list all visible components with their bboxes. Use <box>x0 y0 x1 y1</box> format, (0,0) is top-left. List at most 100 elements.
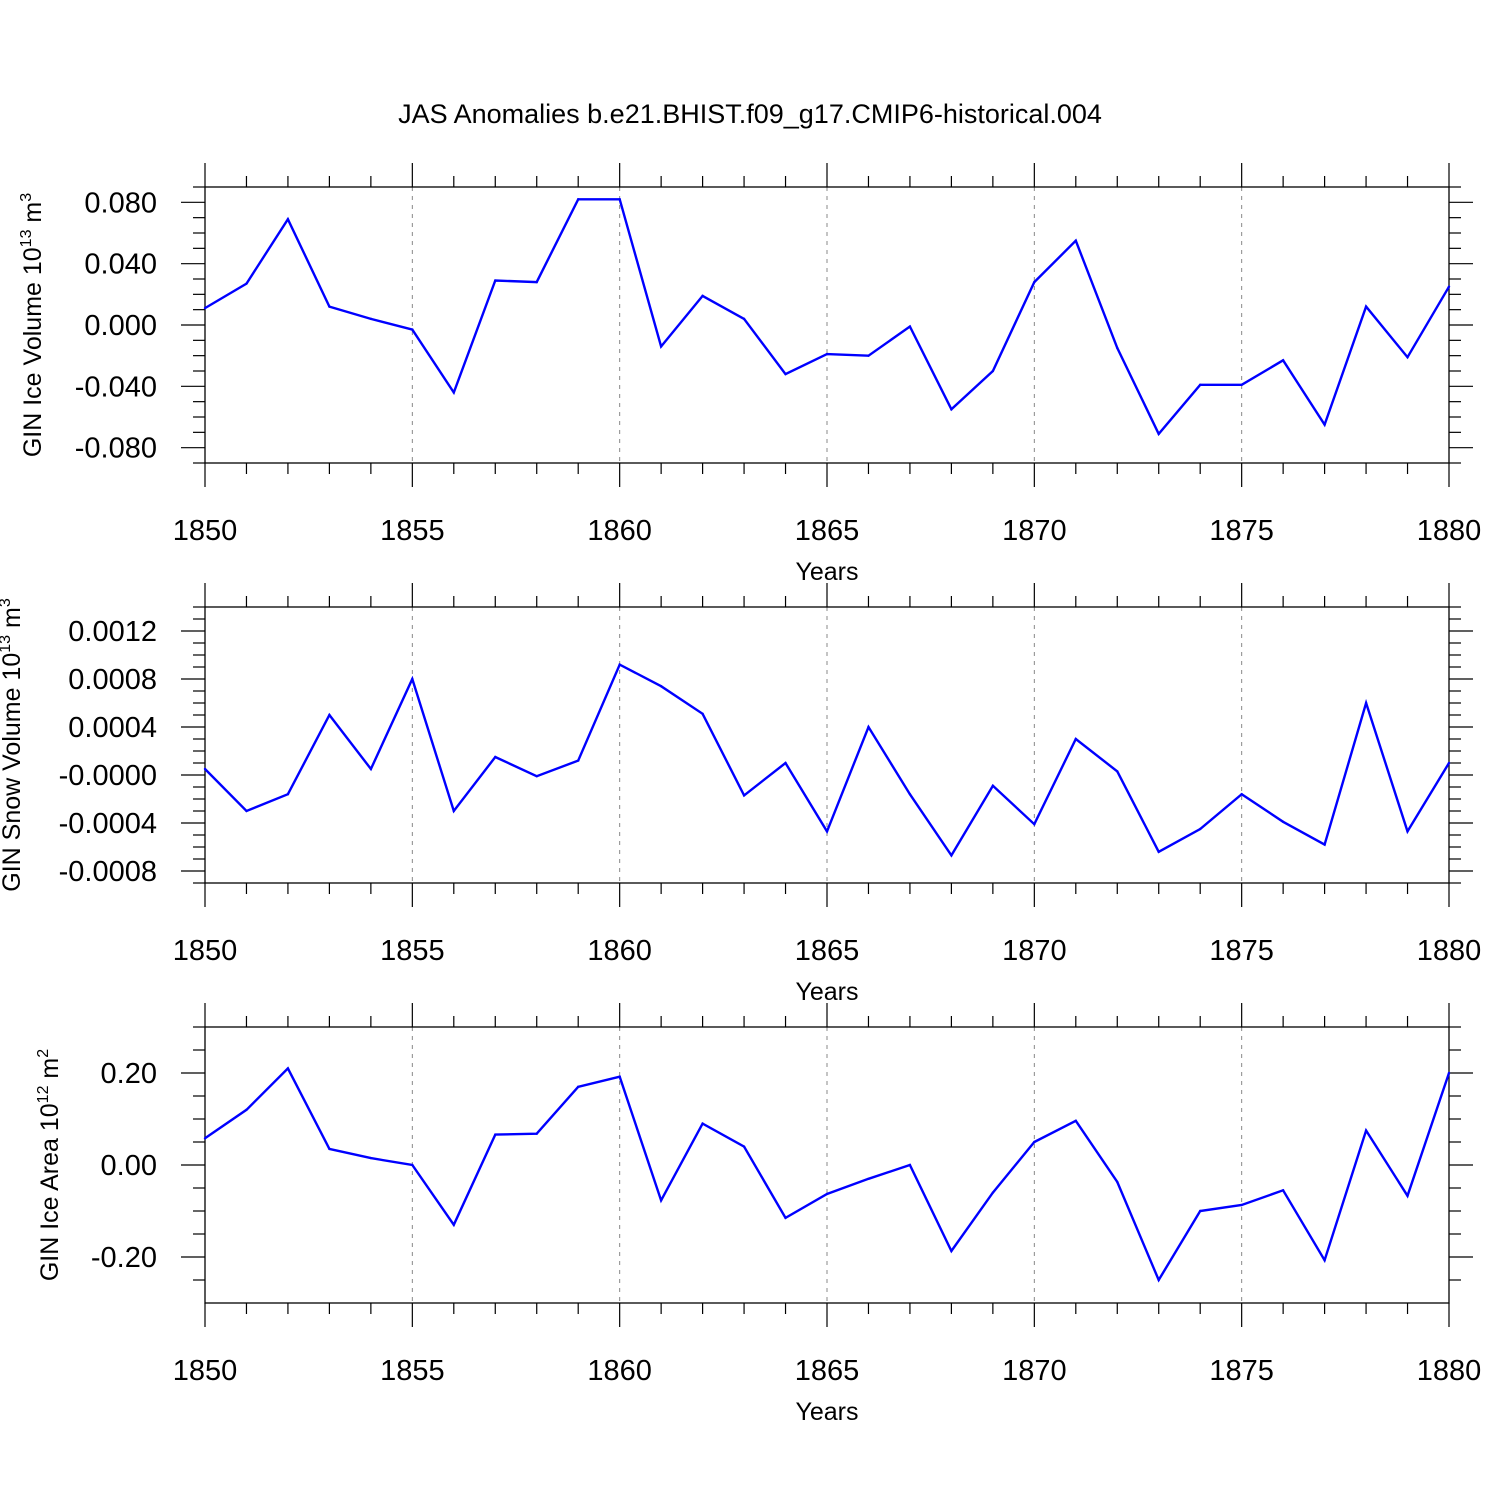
data-point <box>991 1191 995 1194</box>
data-point <box>1116 1180 1119 1184</box>
x-tick-label: 1880 <box>1417 515 1482 547</box>
data-point <box>867 354 870 357</box>
data-point <box>328 713 331 717</box>
data-point <box>1199 827 1202 831</box>
y-axis-label-text: GIN Snow Volume 10 <box>0 653 26 892</box>
data-point <box>867 725 870 729</box>
data-point <box>1074 737 1078 741</box>
x-tick-label: 1880 <box>1417 1355 1482 1387</box>
y-axis-label-sup: 13 <box>18 229 35 247</box>
panel-2: 1850 1855 1860 1865 1870 1875 1880 Years 0.0012 0… <box>0 583 1481 1006</box>
x-tick-label: 1870 <box>1002 935 1067 967</box>
data-point <box>1323 1259 1326 1262</box>
data-point <box>784 1216 787 1220</box>
data-point <box>701 712 704 715</box>
y-axis-label-text: GIN Ice Volume 10 <box>19 247 47 457</box>
data-point <box>411 1163 414 1167</box>
data-point <box>825 830 829 833</box>
data-point <box>742 317 746 321</box>
panel-3: 1850 1855 1860 1865 1870 1875 1880 Years 0.20 0.0… <box>35 1003 1481 1426</box>
data-point <box>742 1145 746 1148</box>
data-point <box>991 369 995 373</box>
y-tick-label: 0.0008 <box>68 664 157 696</box>
data-point <box>825 1192 829 1196</box>
data-point <box>286 793 290 796</box>
data-point <box>1281 359 1285 362</box>
data-point <box>1364 701 1368 705</box>
y-tick-label: 0.00 <box>101 1150 157 1182</box>
data-point <box>1240 1203 1243 1207</box>
data-point <box>245 809 248 813</box>
y-tick-label: -0.0004 <box>59 808 157 840</box>
y-tick-label: 0.040 <box>84 249 157 281</box>
data-point <box>950 408 953 411</box>
y-axis-label-unit-sup: 2 <box>35 1049 52 1058</box>
x-tick-label: 1875 <box>1209 515 1274 547</box>
data-point <box>701 294 704 298</box>
y-tick-label: 0.080 <box>84 187 157 219</box>
x-tick-label: 1875 <box>1209 1355 1274 1387</box>
data-point <box>1157 432 1160 436</box>
y-axis-label: GIN Ice Volume 1013 m3 <box>18 193 47 457</box>
y-axis-label-sup: 12 <box>35 1085 52 1103</box>
data-point <box>908 1163 912 1167</box>
x-tick-label: 1850 <box>173 935 238 967</box>
x-tick-label: 1855 <box>380 1355 445 1387</box>
data-point <box>618 1075 621 1078</box>
data-point <box>1281 820 1285 823</box>
x-tick-label: 1860 <box>587 515 652 547</box>
data-point <box>411 677 414 681</box>
data-point <box>1157 1278 1160 1282</box>
data-point <box>1364 305 1368 308</box>
data-point <box>742 794 746 797</box>
data-point <box>203 767 207 771</box>
data-point <box>1033 280 1036 284</box>
data-point <box>577 1085 580 1089</box>
data-point <box>618 663 621 666</box>
data-point <box>950 854 953 857</box>
data-point <box>618 198 621 201</box>
data-point <box>659 685 663 688</box>
data-point <box>784 372 787 376</box>
x-tick-label: 1850 <box>173 1355 238 1387</box>
data-point <box>411 328 414 331</box>
y-tick-label: -0.080 <box>75 433 157 465</box>
y-axis-label-unit-sup: 3 <box>0 598 14 607</box>
data-point <box>1240 793 1243 796</box>
data-point <box>286 218 290 221</box>
x-tick-label: 1865 <box>795 935 860 967</box>
x-tick-label: 1870 <box>1002 515 1067 547</box>
data-point <box>369 1156 373 1160</box>
x-axis-label: Years <box>795 1398 858 1426</box>
panel-1: 1850 1855 1860 1865 1870 1875 1880 Years 0.080 0.… <box>18 163 1481 586</box>
data-point <box>1406 1194 1409 1198</box>
data-point <box>1323 423 1326 426</box>
data-point <box>991 784 995 787</box>
data-point <box>203 1137 207 1140</box>
y-axis-label: GIN Ice Area 1012 m2 <box>35 1049 64 1281</box>
data-point <box>1116 770 1119 773</box>
data-point <box>1364 1129 1368 1132</box>
x-tick-label: 1865 <box>795 1355 860 1387</box>
data-point <box>369 767 373 771</box>
data-point <box>1033 823 1036 826</box>
y-tick-label: 0.0012 <box>68 616 157 648</box>
y-axis-label-unit: m <box>0 607 26 635</box>
data-point <box>908 325 912 328</box>
data-point <box>950 1249 953 1253</box>
y-axis-label-unit-sup: 3 <box>18 193 35 202</box>
x-tick-label: 1855 <box>380 935 445 967</box>
data-point <box>1323 843 1326 846</box>
data-point <box>286 1067 290 1070</box>
x-tick-label: 1880 <box>1417 935 1482 967</box>
data-point <box>1281 1189 1285 1192</box>
data-point <box>1447 761 1451 765</box>
y-axis-label-text: GIN Ice Area 10 <box>36 1103 64 1281</box>
y-axis-label-sup: 13 <box>0 635 14 653</box>
y-axis-label: GIN Snow Volume 1013 m3 <box>0 598 26 892</box>
x-tick-label: 1850 <box>173 515 238 547</box>
data-point <box>328 305 331 308</box>
data-point <box>494 1133 497 1136</box>
data-point <box>784 761 787 765</box>
x-axis-label: Years <box>795 978 858 1006</box>
